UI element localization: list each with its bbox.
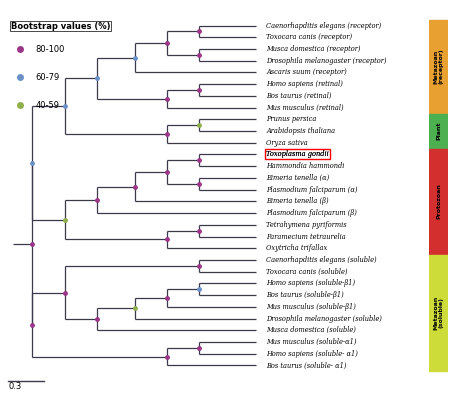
Text: Bos taurus (soluble- α1): Bos taurus (soluble- α1) [266, 361, 347, 369]
Text: Musca domestica (soluble): Musca domestica (soluble) [266, 326, 356, 334]
Text: Bos taurus (retinal): Bos taurus (retinal) [266, 92, 332, 100]
Text: Caenorhapditis elegans (receptor): Caenorhapditis elegans (receptor) [266, 22, 382, 30]
Text: Arabidopsis thaliana: Arabidopsis thaliana [266, 127, 336, 135]
Text: Metazoan
(soluble): Metazoan (soluble) [433, 296, 444, 330]
Text: Bootstrap values (%): Bootstrap values (%) [11, 22, 110, 31]
Text: Toxocara canis (receptor): Toxocara canis (receptor) [266, 33, 353, 41]
Text: Metazoan
(receptor): Metazoan (receptor) [433, 49, 444, 85]
Bar [429, 149, 448, 253]
Text: 40-59: 40-59 [36, 101, 60, 110]
Text: Bos taurus (soluble-β1): Bos taurus (soluble-β1) [266, 291, 344, 299]
Text: Drosophila melanogaster (receptor): Drosophila melanogaster (receptor) [266, 57, 387, 65]
Text: Paramecium tetraurelia: Paramecium tetraurelia [266, 233, 346, 241]
Text: Protozoan: Protozoan [436, 184, 441, 219]
Text: Mus musculus (soluble-β1): Mus musculus (soluble-β1) [266, 303, 356, 311]
Text: Eimeria tenella (β): Eimeria tenella (β) [266, 198, 329, 205]
Text: Plant: Plant [436, 122, 441, 140]
Text: Toxoplasma gondii: Toxoplasma gondii [266, 150, 329, 158]
Text: Caenorhapditis elegans (soluble): Caenorhapditis elegans (soluble) [266, 256, 377, 264]
Text: Tetrahymena pyriformis: Tetrahymena pyriformis [266, 221, 347, 229]
Text: Plasmodium falciparum (β): Plasmodium falciparum (β) [266, 209, 357, 217]
Bar [429, 20, 448, 113]
Bar [429, 114, 448, 148]
Text: Eimeria tenella (α): Eimeria tenella (α) [266, 174, 330, 182]
Text: Ascaris suum (receptor): Ascaris suum (receptor) [266, 69, 347, 77]
Text: Toxoplasma gondii: Toxoplasma gondii [266, 150, 329, 158]
Text: 60-79: 60-79 [36, 73, 60, 82]
Text: Mus musculus (soluble-α1): Mus musculus (soluble-α1) [266, 338, 357, 346]
Text: Hammondia hammondi: Hammondia hammondi [266, 162, 345, 170]
Text: 80-100: 80-100 [36, 45, 65, 54]
Text: 0.3: 0.3 [9, 382, 21, 391]
Text: Homo sapiens (soluble- α1): Homo sapiens (soluble- α1) [266, 350, 358, 358]
Text: Musca domestica (receptor): Musca domestica (receptor) [266, 45, 361, 53]
Text: Drosophila melanogaster (soluble): Drosophila melanogaster (soluble) [266, 314, 383, 322]
Text: Homo sapiens (retinal): Homo sapiens (retinal) [266, 80, 343, 88]
Bar [429, 255, 448, 371]
Text: Plasmodium falciparum (α): Plasmodium falciparum (α) [266, 186, 358, 194]
Text: Oxytricha trifallax: Oxytricha trifallax [266, 244, 328, 252]
Text: Mus musculus (retinal): Mus musculus (retinal) [266, 104, 344, 112]
Text: Oryza sativa: Oryza sativa [266, 139, 308, 147]
Text: Prunus persica: Prunus persica [266, 115, 317, 123]
Text: Toxocara canis (soluble): Toxocara canis (soluble) [266, 268, 348, 276]
Text: Homo sapiens (soluble-β1): Homo sapiens (soluble-β1) [266, 279, 356, 287]
